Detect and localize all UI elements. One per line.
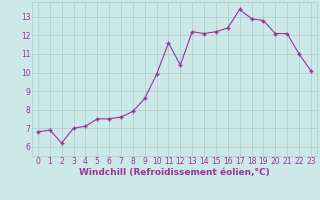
X-axis label: Windchill (Refroidissement éolien,°C): Windchill (Refroidissement éolien,°C) [79,168,270,177]
